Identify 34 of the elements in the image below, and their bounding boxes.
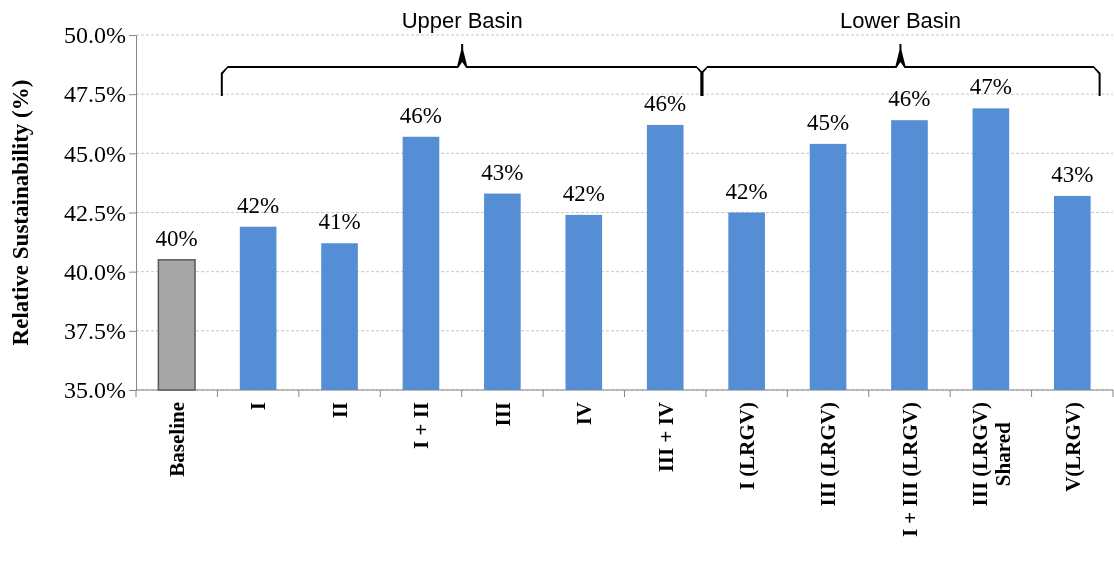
x-tick-label: I + III (LRGV) [897, 402, 922, 538]
data-label: 43% [1051, 161, 1094, 187]
text: Upper Basin [401, 8, 523, 33]
x-tick-label: III [490, 402, 515, 427]
y-axis-title: Relative Sustainability (%) [8, 79, 33, 346]
data-label: 46% [888, 86, 931, 112]
data-label: 42% [562, 180, 605, 206]
x-tick-label: I [246, 402, 271, 411]
data-label: 46% [644, 90, 687, 116]
data-label: 41% [318, 209, 361, 235]
data-label: 40% [155, 225, 198, 251]
data-label: 45% [806, 109, 850, 135]
y-tick-label: 37.5% [64, 318, 126, 345]
data-label: 42% [237, 192, 280, 218]
y-tick-label: 50.0% [64, 22, 126, 49]
data-label: 43% [481, 159, 524, 185]
y-tick-label: 42.5% [64, 199, 126, 226]
x-tick-label: III (LRGV) [816, 402, 841, 507]
x-tick-label: IV [572, 402, 597, 426]
data-label: 47% [969, 74, 1012, 100]
y-tick-label: 40.0% [64, 258, 126, 285]
x-tick-label: I + II [409, 402, 434, 449]
text: Lower Basin [839, 8, 961, 33]
x-tick-label: III (LRGV) Shared [967, 402, 1015, 507]
data-label: 46% [399, 102, 443, 128]
data-label: 42% [725, 178, 768, 204]
x-tick-label: I (LRGV) [734, 402, 759, 491]
y-tick-label: 35.0% [64, 377, 126, 404]
x-tick-label: V(LRGV) [1060, 402, 1085, 492]
x-tick-label: III + IV [653, 402, 678, 473]
x-tick-label: Baseline [165, 402, 190, 477]
x-tick-label: II [327, 402, 352, 419]
y-tick-label: 45.0% [64, 140, 126, 167]
y-tick-label: 47.5% [64, 81, 126, 108]
